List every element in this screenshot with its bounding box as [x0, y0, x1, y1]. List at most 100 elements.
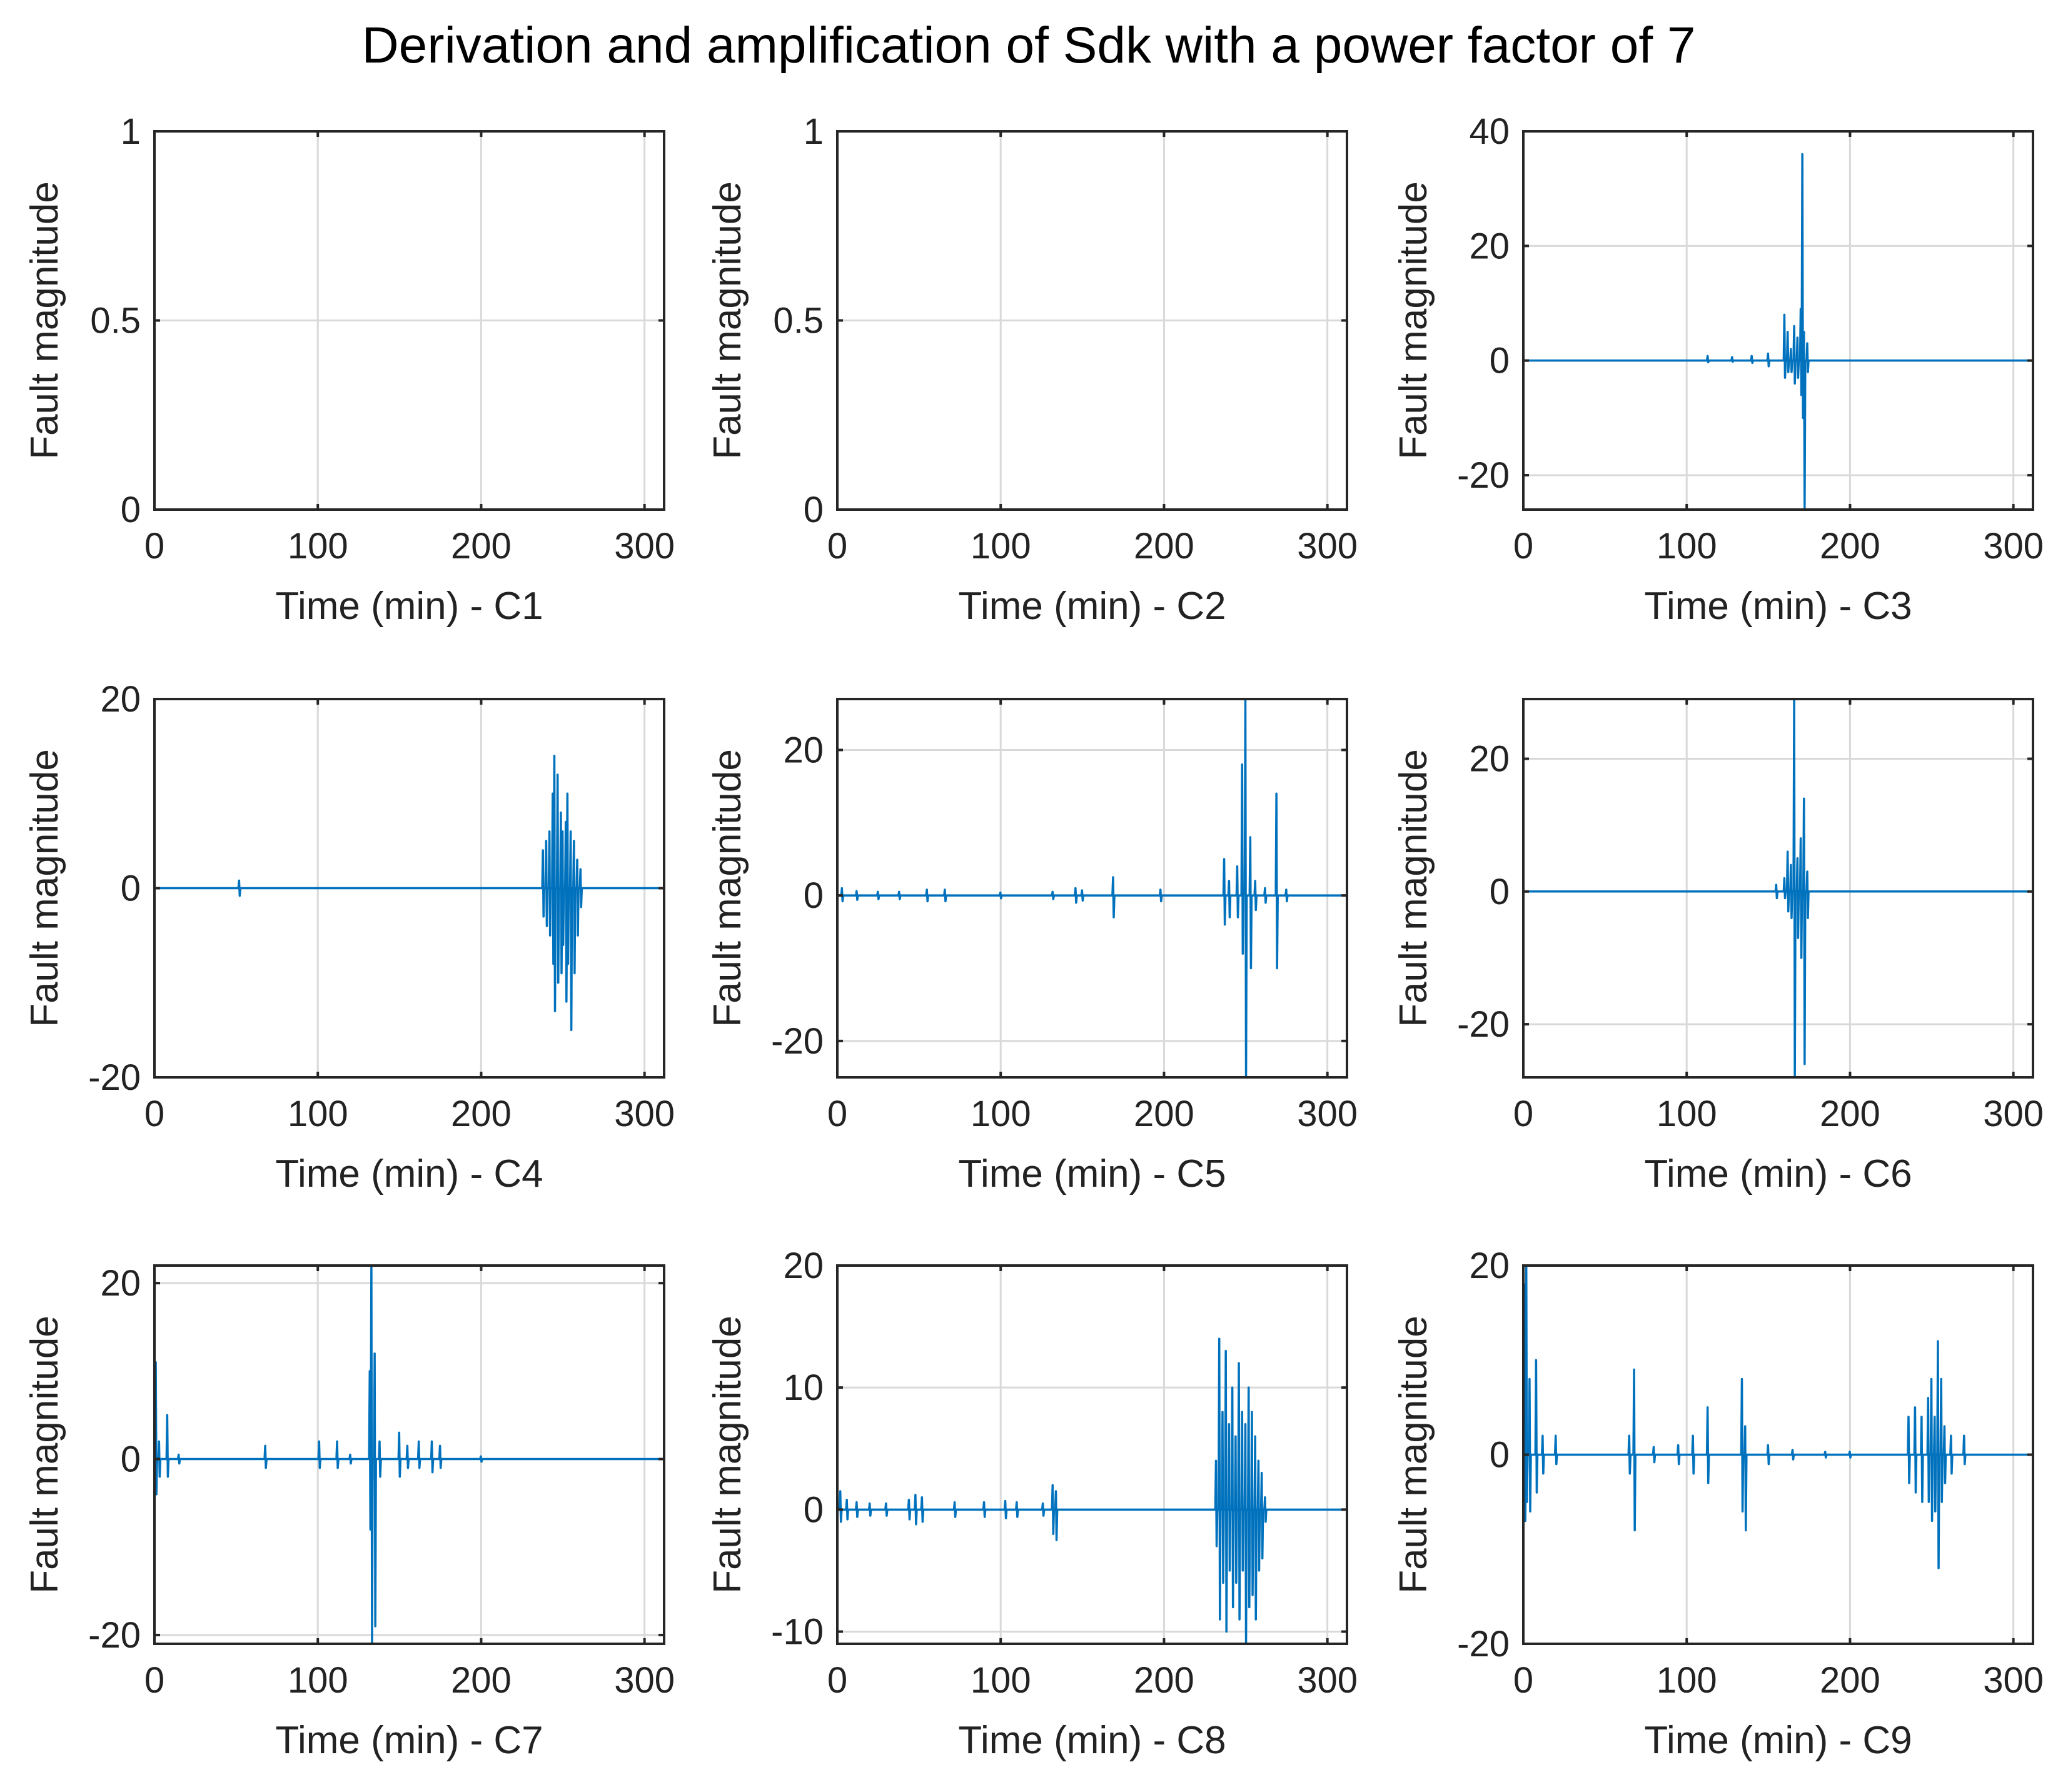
x-axis-label: Time (min) - C1 — [275, 585, 543, 628]
x-axis-label: Time (min) - C4 — [275, 1152, 543, 1196]
axes-box — [836, 698, 1348, 1079]
y-tick-label: 20 — [100, 679, 141, 720]
x-tick-label: 200 — [451, 526, 512, 566]
y-tick-label: 0 — [121, 868, 141, 909]
y-tick-label: 20 — [1469, 1246, 1510, 1286]
x-tick-label: 0 — [144, 1094, 164, 1134]
x-axis-label: Time (min) - C3 — [1644, 585, 1912, 628]
subplot-c6: 0 100 200 300 -20 0 20 Time (min) - C6 Fault mag… — [1392, 698, 2044, 1196]
subplot-c1: 0 100 200 300 0 0.5 1 Time (min) - C1 Fault magn… — [23, 111, 675, 628]
x-tick-label: 100 — [971, 526, 1031, 566]
series-line-c3 — [1523, 153, 2033, 511]
y-tick-label: 0 — [1490, 1435, 1510, 1476]
y-tick-label: -10 — [771, 1611, 824, 1652]
x-tick-label: 100 — [288, 526, 348, 566]
x-tick-label: 0 — [144, 526, 164, 566]
y-axis-label: Fault magnitude — [1392, 749, 1435, 1027]
y-tick-label: 0 — [804, 490, 824, 530]
y-tick-label: 0 — [121, 490, 141, 530]
y-tick-label: 0 — [804, 1489, 824, 1530]
x-tick-label: 200 — [1134, 526, 1194, 566]
x-tick-label: 300 — [614, 1660, 675, 1701]
x-axis-label: Time (min) - C7 — [275, 1719, 543, 1762]
y-tick-label: -20 — [88, 1615, 141, 1656]
x-tick-label: 0 — [1513, 1094, 1533, 1134]
y-tick-label: -20 — [1457, 1004, 1510, 1045]
y-tick-label: 20 — [783, 730, 824, 770]
x-tick-label: 300 — [1297, 526, 1358, 566]
x-axis-label: Time (min) - C8 — [958, 1719, 1226, 1762]
y-tick-label: -20 — [1457, 455, 1510, 496]
x-tick-label: 300 — [1983, 1094, 2044, 1134]
axes-box — [153, 1264, 665, 1645]
x-tick-label: 100 — [971, 1660, 1031, 1701]
y-axis-label: Fault magnitude — [23, 1316, 66, 1594]
y-tick-label: 1 — [121, 111, 141, 152]
y-tick-label: -20 — [771, 1021, 824, 1062]
series-line-c5 — [837, 698, 1347, 1079]
figure-title: Derivation and amplification of Sdk with… — [361, 17, 1695, 74]
y-tick-label: 0 — [1490, 341, 1510, 381]
y-tick-label: 1 — [804, 111, 824, 152]
y-tick-label: 20 — [100, 1263, 141, 1304]
x-tick-label: 0 — [827, 1094, 847, 1134]
x-tick-label: 200 — [1820, 1660, 1880, 1701]
y-tick-label: 40 — [1469, 111, 1510, 152]
y-axis-label: Fault magnitude — [1392, 181, 1435, 460]
y-axis-label: Fault magnitude — [706, 181, 749, 460]
x-tick-label: 0 — [827, 526, 847, 566]
y-axis-label: Fault magnitude — [1392, 1316, 1435, 1594]
y-tick-label: 0.5 — [90, 301, 141, 341]
y-tick-label: 20 — [783, 1246, 824, 1286]
y-tick-label: 0 — [121, 1439, 141, 1480]
x-tick-label: 200 — [1134, 1660, 1194, 1701]
x-tick-label: 0 — [1513, 526, 1533, 566]
x-axis-label: Time (min) - C9 — [1644, 1719, 1912, 1762]
x-tick-label: 200 — [1134, 1094, 1194, 1134]
y-axis-label: Fault magnitude — [23, 181, 66, 460]
x-tick-label: 100 — [288, 1094, 348, 1134]
axes-box — [1522, 698, 2034, 1079]
y-tick-label: -20 — [1457, 1624, 1510, 1664]
x-tick-label: 200 — [1820, 1094, 1880, 1134]
x-tick-label: 300 — [1983, 526, 2044, 566]
series-line-c8 — [837, 1337, 1347, 1645]
x-tick-label: 100 — [288, 1660, 348, 1701]
y-tick-label: 0.5 — [773, 301, 824, 341]
x-tick-label: 100 — [971, 1094, 1031, 1134]
x-tick-label: 200 — [451, 1660, 512, 1701]
series-line-c7 — [154, 1264, 664, 1645]
x-tick-label: 100 — [1657, 1660, 1717, 1701]
axes-box — [836, 1264, 1348, 1645]
x-tick-label: 0 — [827, 1660, 847, 1701]
y-axis-label: Fault magnitude — [23, 749, 66, 1027]
x-tick-label: 200 — [1820, 526, 1880, 566]
y-tick-label: -20 — [88, 1057, 141, 1098]
y-axis-label: Fault magnitude — [706, 1316, 749, 1594]
y-axis-label: Fault magnitude — [706, 749, 749, 1027]
series-line-c4 — [154, 755, 664, 1032]
x-tick-label: 300 — [1983, 1660, 2044, 1701]
x-tick-label: 300 — [1297, 1094, 1358, 1134]
x-tick-label: 200 — [451, 1094, 512, 1134]
x-axis-label: Time (min) - C5 — [958, 1152, 1226, 1196]
x-tick-label: 100 — [1657, 526, 1717, 566]
y-tick-label: 10 — [783, 1367, 824, 1408]
x-tick-label: 0 — [144, 1660, 164, 1701]
axes-box — [1522, 130, 2034, 511]
x-axis-label: Time (min) - C6 — [1644, 1152, 1912, 1196]
x-tick-label: 0 — [1513, 1660, 1533, 1701]
y-tick-label: 20 — [1469, 739, 1510, 780]
subplot-c2: 0 100 200 300 0 0.5 1 Time (min) - C2 Fault magn… — [706, 111, 1358, 628]
y-tick-label: 0 — [804, 875, 824, 916]
series-line-c9 — [1523, 1264, 2033, 1569]
x-tick-label: 300 — [614, 1094, 675, 1134]
